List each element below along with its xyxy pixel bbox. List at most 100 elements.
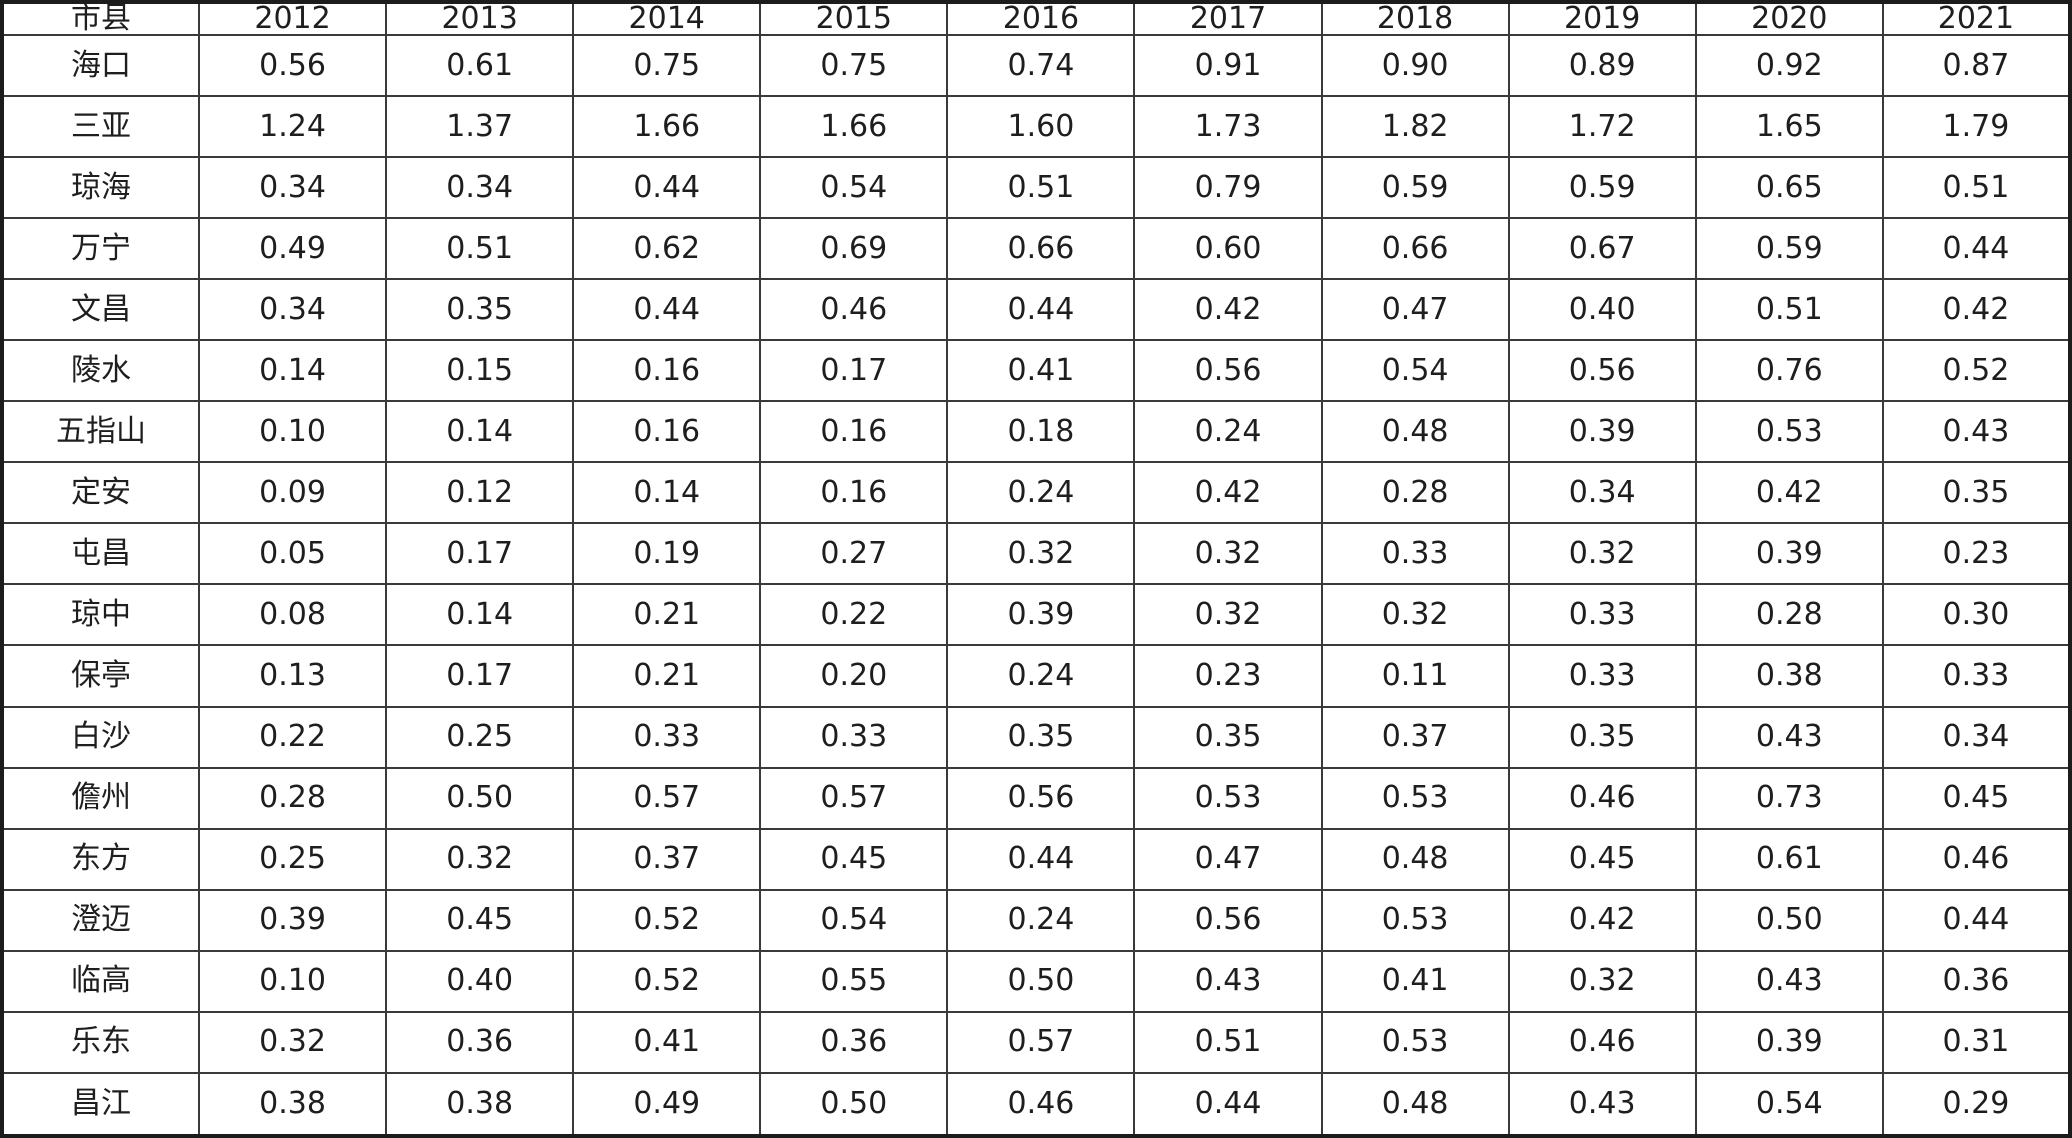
- table-cell: 0.45: [385, 888, 575, 952]
- table-cell: 0.56: [1133, 888, 1323, 952]
- table-cell: 0.22: [197, 705, 388, 769]
- table-cell: 0.45: [1507, 827, 1697, 891]
- table-cell: 0.17: [759, 339, 949, 403]
- table-cell: 1.37: [385, 95, 575, 159]
- table-cell: 0.37: [572, 827, 762, 891]
- row-label: 琼中: [1, 583, 200, 647]
- table-cell: 0.37: [1320, 705, 1510, 769]
- table-cell: 0.52: [1881, 339, 2072, 403]
- table-cell: 0.89: [1507, 33, 1697, 98]
- table-cell: 0.56: [1133, 339, 1323, 403]
- table-cell: 1.24: [197, 95, 388, 159]
- table-cell: 0.43: [1694, 705, 1884, 769]
- table-cell: 1.72: [1507, 95, 1697, 159]
- header-cell-year-2012: 2012: [197, 1, 388, 36]
- row-label: 屯昌: [1, 522, 200, 586]
- table-row: 文昌 0.34 0.35 0.44 0.46 0.44 0.42 0.47 0.40 0.51 0.…: [1, 278, 2072, 342]
- table-cell: 0.59: [1694, 217, 1884, 281]
- table-cell: 0.44: [572, 156, 762, 220]
- table-cell: 0.31: [1881, 1010, 2072, 1074]
- table-cell: 0.53: [1320, 1010, 1510, 1074]
- table-cell: 0.46: [1881, 827, 2072, 891]
- table-cell: 0.61: [385, 33, 575, 98]
- table-cell: 0.57: [759, 766, 949, 830]
- table-cell: 0.35: [1133, 705, 1323, 769]
- table-row: 临高 0.10 0.40 0.52 0.55 0.50 0.43 0.41 0.32 0.43 0.…: [1, 949, 2072, 1013]
- table-cell: 0.39: [1694, 1010, 1884, 1074]
- table-cell: 0.28: [197, 766, 388, 830]
- row-label: 文昌: [1, 278, 200, 342]
- table-cell: 0.54: [1694, 1071, 1884, 1138]
- table-cell: 0.69: [759, 217, 949, 281]
- table-row: 昌江 0.38 0.38 0.49 0.50 0.46 0.44 0.48 0.43 0.54 0.…: [1, 1071, 2072, 1138]
- row-label: 五指山: [1, 400, 200, 464]
- table-cell: 0.32: [1507, 522, 1697, 586]
- table-cell: 0.21: [572, 644, 762, 708]
- table-row: 琼海 0.34 0.34 0.44 0.54 0.51 0.79 0.59 0.59 0.65 0.…: [1, 156, 2072, 220]
- table-cell: 0.48: [1320, 1071, 1510, 1138]
- header-cell-year-2019: 2019: [1507, 1, 1697, 36]
- row-label: 乐东: [1, 1010, 200, 1074]
- row-label: 定安: [1, 461, 200, 525]
- table-cell: 0.46: [946, 1071, 1136, 1138]
- table-cell: 1.65: [1694, 95, 1884, 159]
- table-cell: 0.15: [385, 339, 575, 403]
- table-cell: 0.39: [1507, 400, 1697, 464]
- table-cell: 0.23: [1133, 644, 1323, 708]
- row-label: 白沙: [1, 705, 200, 769]
- table-cell: 0.14: [197, 339, 388, 403]
- table-cell: 0.46: [759, 278, 949, 342]
- header-cell-year-2017: 2017: [1133, 1, 1323, 36]
- table-cell: 0.16: [572, 339, 762, 403]
- table-row: 澄迈 0.39 0.45 0.52 0.54 0.24 0.56 0.53 0.42 0.50 0.…: [1, 888, 2072, 952]
- table-cell: 1.73: [1133, 95, 1323, 159]
- header-cell-year-2021: 2021: [1881, 1, 2072, 36]
- table-cell: 0.59: [1507, 156, 1697, 220]
- row-label: 临高: [1, 949, 200, 1013]
- table-cell: 0.67: [1507, 217, 1697, 281]
- table-cell: 0.09: [197, 461, 388, 525]
- table-cell: 0.32: [1133, 522, 1323, 586]
- table-cell: 0.54: [759, 156, 949, 220]
- table-cell: 0.52: [572, 949, 762, 1013]
- table-cell: 0.36: [1881, 949, 2072, 1013]
- table-cell: 0.55: [759, 949, 949, 1013]
- table-cell: 0.52: [572, 888, 762, 952]
- table-cell: 0.34: [1507, 461, 1697, 525]
- table-cell: 0.33: [1507, 644, 1697, 708]
- table-cell: 0.43: [1694, 949, 1884, 1013]
- table-cell: 0.25: [197, 827, 388, 891]
- table-cell: 0.32: [1507, 949, 1697, 1013]
- table-cell: 0.50: [946, 949, 1136, 1013]
- table-cell: 0.42: [1133, 461, 1323, 525]
- table-cell: 0.20: [759, 644, 949, 708]
- table-cell: 0.61: [1694, 827, 1884, 891]
- table-header: 市县 2012 2013 2014 2015 2016 2017 2018 2019 2020 20…: [1, 1, 2072, 36]
- table-cell: 0.50: [385, 766, 575, 830]
- table-cell: 0.36: [759, 1010, 949, 1074]
- table-cell: 0.51: [1133, 1010, 1323, 1074]
- table-cell: 0.43: [1881, 400, 2072, 464]
- table-cell: 0.54: [1320, 339, 1510, 403]
- table-cell: 0.14: [385, 583, 575, 647]
- table-cell: 0.43: [1507, 1071, 1697, 1138]
- table-cell: 0.53: [1320, 888, 1510, 952]
- table-cell: 0.08: [197, 583, 388, 647]
- table-cell: 0.41: [946, 339, 1136, 403]
- table-cell: 0.32: [1133, 583, 1323, 647]
- table-cell: 0.44: [946, 827, 1136, 891]
- table-cell: 0.11: [1320, 644, 1510, 708]
- table-cell: 0.53: [1133, 766, 1323, 830]
- table-cell: 0.40: [1507, 278, 1697, 342]
- table-cell: 0.38: [1694, 644, 1884, 708]
- table-row: 儋州 0.28 0.50 0.57 0.57 0.56 0.53 0.53 0.46 0.73 0.…: [1, 766, 2072, 830]
- table-row: 海口 0.56 0.61 0.75 0.75 0.74 0.91 0.90 0.89 0.92 0.…: [1, 33, 2072, 98]
- table-cell: 0.54: [759, 888, 949, 952]
- table-cell: 0.05: [197, 522, 388, 586]
- table-cell: 0.35: [946, 705, 1136, 769]
- table-cell: 0.90: [1320, 33, 1510, 98]
- table-row: 陵水 0.14 0.15 0.16 0.17 0.41 0.56 0.54 0.56 0.76 0.…: [1, 339, 2072, 403]
- table-cell: 0.32: [385, 827, 575, 891]
- table-cell: 0.51: [385, 217, 575, 281]
